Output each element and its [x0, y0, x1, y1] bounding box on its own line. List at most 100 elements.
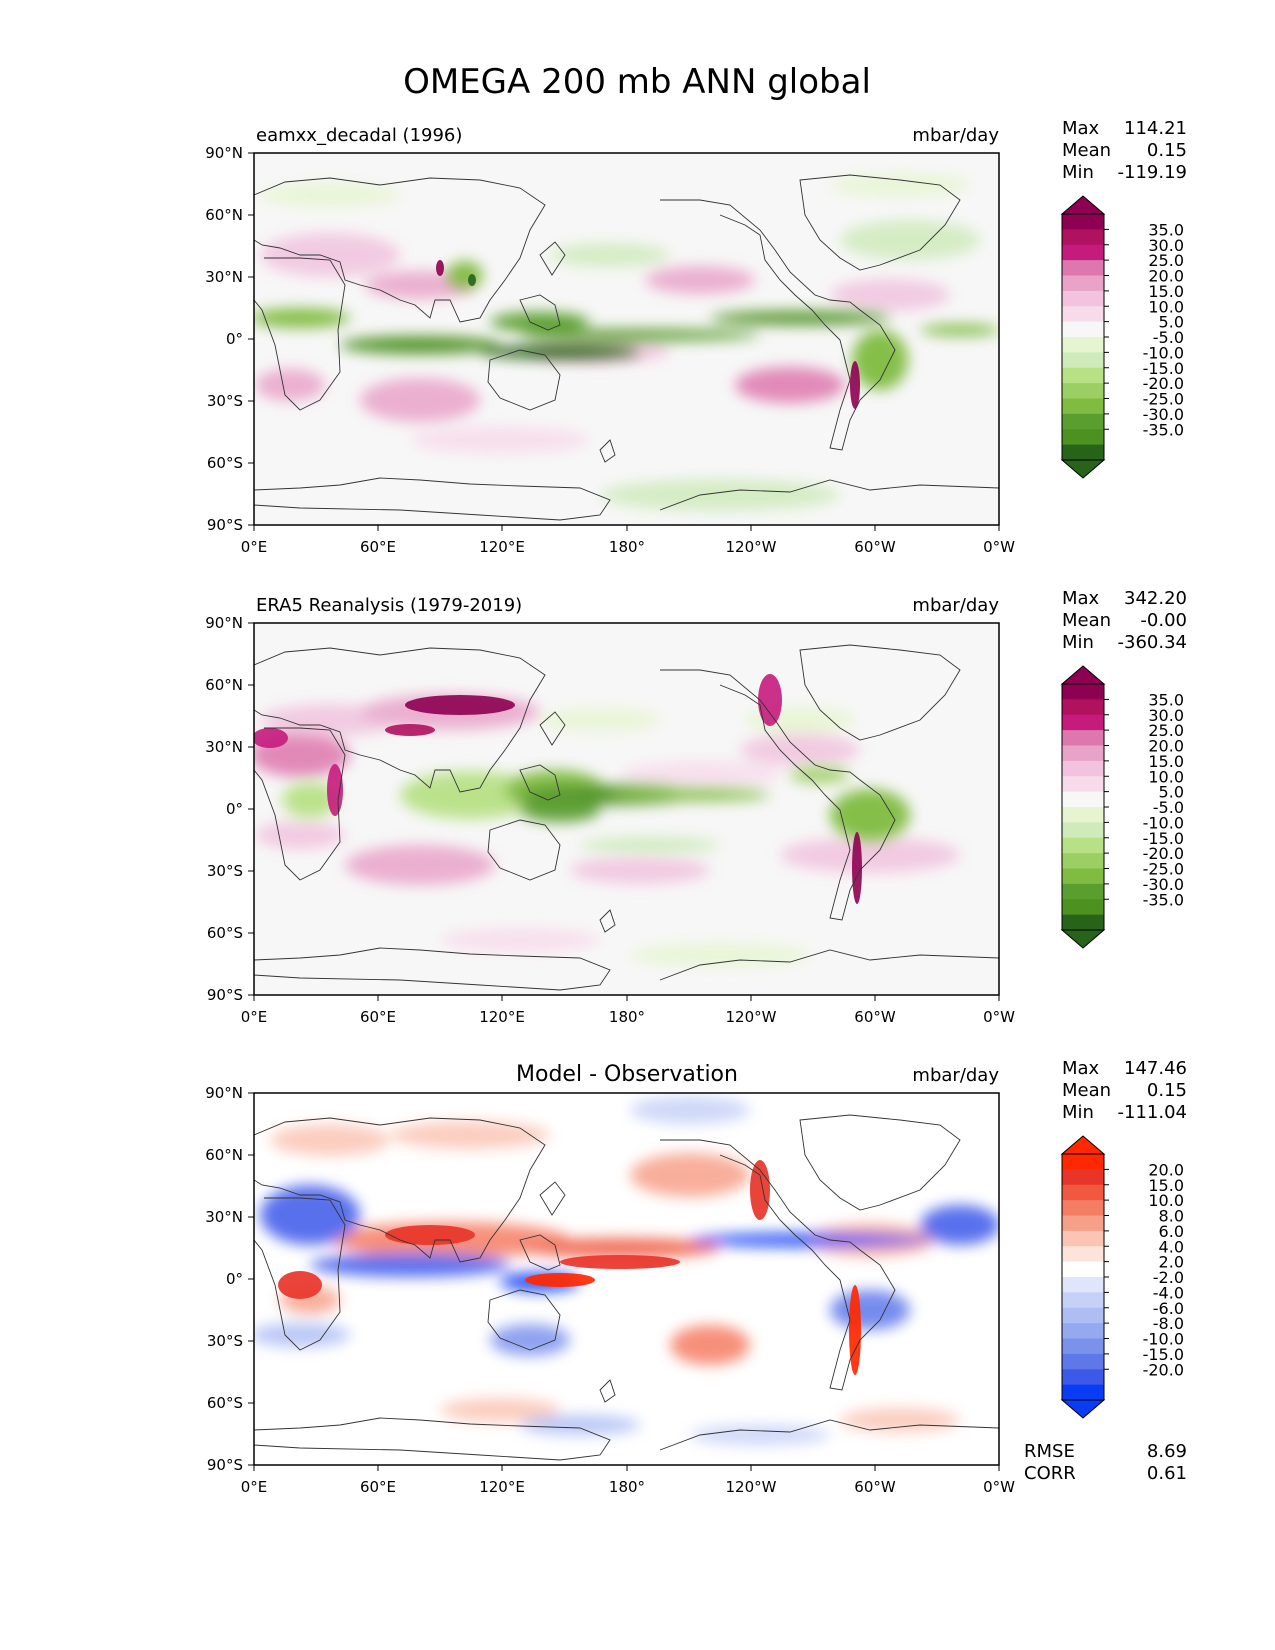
colorbar-label: 20.0	[1148, 737, 1184, 756]
colorbar-label: -15.0	[1143, 359, 1184, 378]
x-tick-label: 60°E	[360, 538, 396, 556]
stat-label: Mean	[1062, 610, 1111, 631]
colorbar-label: -8.0	[1153, 1314, 1184, 1333]
colorbar-label: 8.0	[1159, 1207, 1184, 1226]
x-tick-label: 0°W	[983, 1478, 1015, 1496]
colorbar-band	[1062, 822, 1104, 839]
x-tick-label: 120°E	[479, 1008, 525, 1026]
x-tick-label: 180°	[609, 1478, 645, 1496]
panel-left-title: eamxx_decadal (1996)	[256, 125, 462, 146]
colorbar-band	[1062, 837, 1104, 854]
colorbar-label: -10.0	[1143, 813, 1184, 832]
x-tick-label: 120°W	[726, 1008, 777, 1026]
stat-value: -111.04	[1118, 1102, 1187, 1123]
colorbar: 35.0 30.0 25.0 20.0 15.0 10.0 5.0 -5.0 -…	[1060, 195, 1184, 479]
colorbar-band	[1062, 1215, 1104, 1232]
colorbar-label: -5.0	[1153, 328, 1184, 347]
stat-label: Min	[1062, 1102, 1094, 1123]
colorbar-band	[1062, 1184, 1104, 1201]
y-tick-label: 60°S	[207, 454, 243, 472]
x-axis: 0°E 60°E 120°E 180° 120°W 60°W 0°W	[241, 1465, 1015, 1496]
colorbar-band	[1062, 883, 1104, 900]
coastlines	[254, 644, 999, 991]
panel-left-title: ERA5 Reanalysis (1979-2019)	[256, 595, 522, 616]
colorbar-label: 4.0	[1159, 1237, 1184, 1256]
colorbar-label: -6.0	[1153, 1299, 1184, 1318]
colorbar-label: -20.0	[1143, 374, 1184, 393]
colorbar-band	[1062, 760, 1104, 777]
y-tick-label: 90°S	[207, 1456, 243, 1474]
x-tick-label: 120°E	[479, 1478, 525, 1496]
map-field	[254, 153, 999, 525]
y-tick-label: 60°S	[207, 1394, 243, 1412]
colorbar-band	[1062, 1369, 1104, 1386]
colorbar-label: -30.0	[1143, 875, 1184, 894]
colorbar-band	[1062, 1353, 1104, 1370]
colorbar-band	[1062, 684, 1104, 700]
colorbar-label: 25.0	[1148, 251, 1184, 270]
colorbar-band	[1062, 260, 1104, 276]
colorbar-label: -25.0	[1143, 390, 1184, 409]
colorbar-band	[1062, 413, 1104, 430]
colorbar-band	[1062, 699, 1104, 716]
y-tick-label: 30°N	[205, 1208, 243, 1226]
stat-value: -0.00	[1140, 610, 1187, 631]
colorbar-extend-top	[1060, 1135, 1106, 1155]
colorbar-label: -5.0	[1153, 798, 1184, 817]
colorbar-label: -4.0	[1153, 1283, 1184, 1302]
x-tick-label: 60°W	[854, 538, 896, 556]
colorbar-label: 15.0	[1148, 282, 1184, 301]
colorbar: 20.0 15.0 10.0 8.0 6.0 4.0 2.0 -2.0 -4.0…	[1060, 1135, 1184, 1419]
stats-block: Max 147.46 Mean 0.15 Min -111.04	[1062, 1058, 1187, 1123]
colorbar-band	[1062, 853, 1104, 869]
colorbar-band	[1062, 807, 1104, 823]
x-tick-label: 0°W	[983, 1008, 1015, 1026]
metrics-block: RMSE 8.69 CORR 0.61	[1024, 1441, 1187, 1484]
panel-units: mbar/day	[912, 595, 999, 616]
y-axis: 90°N 60°N 30°N 0° 30°S 60°S 90°S	[205, 1084, 254, 1474]
colorbar-label: 20.0	[1148, 1160, 1184, 1179]
colorbar-label: -35.0	[1143, 890, 1184, 909]
panel-diff: Model - Observation mbar/day	[205, 1058, 1187, 1496]
rmse-label: RMSE	[1024, 1441, 1075, 1462]
stat-label: Min	[1062, 632, 1094, 653]
stat-value: 147.46	[1124, 1058, 1187, 1079]
colorbar-label: 2.0	[1159, 1253, 1184, 1272]
x-tick-label: 0°E	[241, 1478, 268, 1496]
coastlines	[254, 1114, 999, 1461]
colorbar-band	[1062, 1307, 1104, 1324]
colorbar-band	[1062, 444, 1104, 461]
x-tick-label: 60°E	[360, 1478, 396, 1496]
y-tick-label: 30°S	[207, 1332, 243, 1350]
x-tick-label: 0°E	[241, 1008, 268, 1026]
stat-label: Max	[1062, 1058, 1100, 1079]
colorbar-label: -35.0	[1143, 420, 1184, 439]
colorbar-band	[1062, 1230, 1104, 1247]
colorbar-band	[1062, 383, 1104, 399]
colorbar-label: 35.0	[1148, 690, 1184, 709]
colorbar-label: 10.0	[1148, 1191, 1184, 1210]
figure-title: OMEGA 200 mb ANN global	[403, 62, 871, 102]
colorbar-label: 5.0	[1159, 783, 1184, 802]
colorbar-label: -20.0	[1143, 844, 1184, 863]
colorbar-label: 20.0	[1148, 267, 1184, 286]
colorbar-band	[1062, 352, 1104, 369]
y-tick-label: 30°S	[207, 392, 243, 410]
y-tick-label: 90°S	[207, 986, 243, 1004]
colorbar-extend-bottom	[1060, 929, 1106, 949]
colorbar-band	[1062, 306, 1104, 323]
colorbar-band	[1062, 868, 1104, 885]
colorbar-band	[1062, 275, 1104, 292]
colorbar-band	[1062, 1292, 1104, 1309]
y-tick-label: 0°	[226, 800, 243, 818]
x-axis: 0°E 60°E 120°E 180° 120°W 60°W 0°W	[241, 995, 1015, 1026]
y-tick-label: 30°S	[207, 862, 243, 880]
stat-value: 0.15	[1147, 140, 1187, 161]
colorbar-band	[1062, 776, 1104, 793]
colorbar-band	[1062, 321, 1104, 338]
colorbar-band	[1062, 244, 1104, 261]
colorbar-band	[1062, 337, 1104, 353]
colorbar-band	[1062, 229, 1104, 246]
colorbar-band	[1062, 1384, 1104, 1401]
